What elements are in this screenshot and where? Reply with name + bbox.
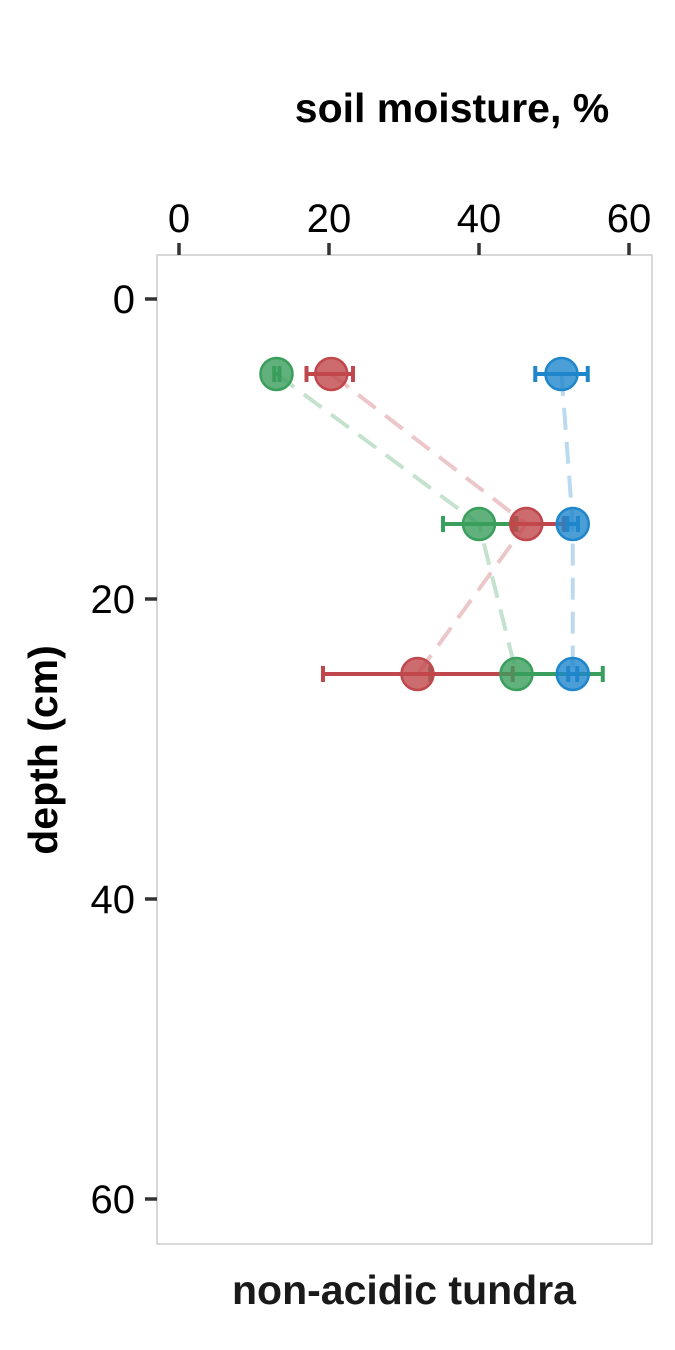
x-tick-label: 60 (607, 197, 652, 241)
data-point (544, 356, 579, 392)
x-tick-label: 0 (168, 197, 190, 241)
y-axis-title: depth (cm) (20, 645, 66, 855)
y-axis: 0 20 40 60 (91, 278, 157, 1222)
x-tick-label: 40 (457, 197, 502, 241)
x-axis: 0 20 40 60 (168, 197, 651, 255)
data-point (499, 656, 534, 692)
x-axis-title: soil moisture, % (295, 85, 609, 131)
x-tick-label: 20 (307, 197, 352, 241)
data-point (555, 656, 590, 692)
y-tick-label: 60 (91, 1178, 136, 1222)
y-tick-label: 40 (91, 878, 136, 922)
data-point (509, 506, 544, 542)
y-tick-label: 0 (113, 278, 135, 322)
y-tick-label: 20 (91, 578, 136, 622)
data-points (259, 356, 590, 692)
data-point (314, 356, 349, 392)
panel-border (156, 254, 653, 1245)
data-point (461, 506, 497, 542)
data-point (400, 656, 435, 692)
data-point (555, 506, 590, 542)
data-point (259, 356, 294, 392)
facet-label: non-acidic tundra (232, 1267, 577, 1313)
